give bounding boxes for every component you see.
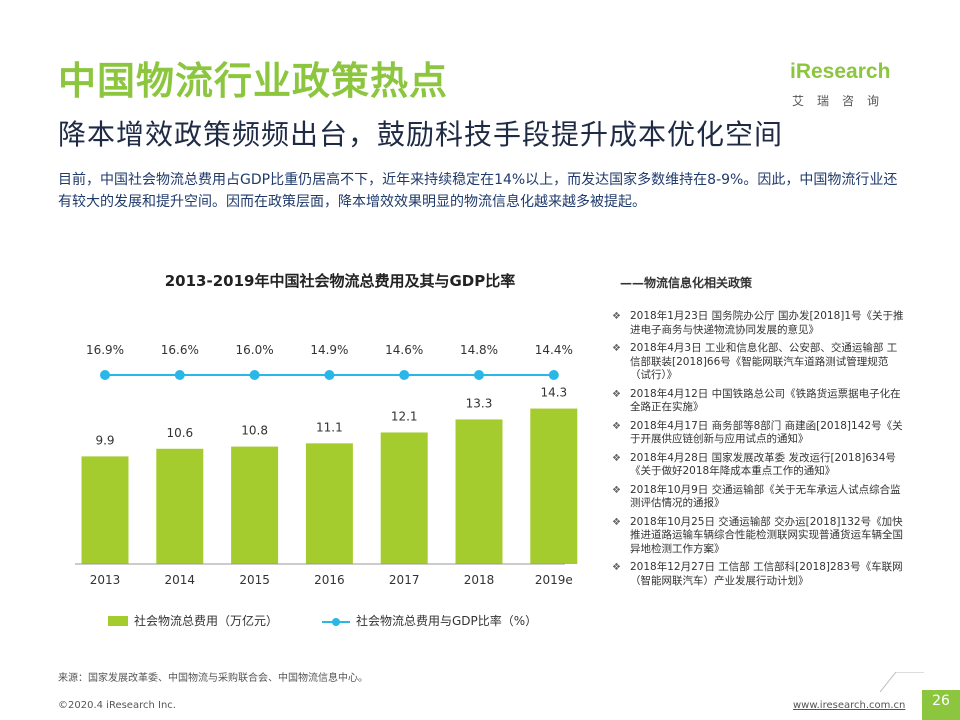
ratio-point — [100, 370, 110, 380]
diamond-bullet-icon: ❖ — [612, 452, 621, 464]
diamond-bullet-icon: ❖ — [612, 516, 621, 528]
bar-value-label: 10.6 — [166, 426, 193, 440]
cost-bar — [455, 419, 503, 564]
ratio-value-label: 16.6% — [161, 343, 199, 357]
corner-decoration — [880, 672, 924, 692]
diamond-bullet-icon: ❖ — [612, 311, 621, 322]
x-tick-label: 2016 — [314, 573, 345, 587]
diamond-bullet-icon: ❖ — [612, 388, 621, 400]
ratio-point — [324, 370, 335, 380]
cost-bar — [380, 432, 428, 564]
source-note: 来源：国家发展改革委、中国物流与采购联合会、中国物流信息中心。 — [58, 673, 368, 684]
diamond-bullet-icon: ❖ — [612, 343, 621, 354]
policy-text: 2018年4月28日 国家发展改革委 发改运行[2018]634号《关于做好20… — [630, 451, 896, 478]
ratio-value-label: 14.8% — [460, 343, 498, 357]
legend-label-line: 社会物流总费用与GDP比率（%） — [356, 613, 537, 628]
ratio-value-label: 16.9% — [86, 343, 124, 357]
cost-bar — [231, 446, 279, 564]
ratio-point — [474, 370, 484, 380]
policy-item: ❖ 2018年4月3日 工业和信息化部、公安部、交通运输部 工信部联装[2018]… — [612, 342, 904, 383]
page-number: 26 — [932, 693, 950, 709]
bar-value-label: 13.3 — [466, 396, 493, 410]
policy-text: 2018年10月25日 交通运输部 交办运[2018]132号《加快推进道路运输… — [630, 515, 903, 555]
website-link[interactable]: www.iresearch.com.cn — [793, 700, 906, 711]
policy-item: ❖ 2018年10月25日 交通运输部 交办运[2018]132号《加快推进道路运… — [612, 516, 904, 557]
ratio-point — [548, 370, 559, 380]
ratio-point — [399, 370, 410, 380]
logo-text: iResearch — [790, 60, 891, 83]
bar-value-label: 10.8 — [241, 424, 268, 438]
legend-label-bar: 社会物流总费用（万亿元） — [134, 613, 278, 628]
iresearch-logo: iResearch 艾瑞咨询 — [790, 48, 920, 114]
bar-value-label: 9.9 — [95, 433, 114, 447]
ratio-point — [174, 370, 185, 380]
ratio-point — [249, 370, 260, 380]
ratio-value-label: 14.6% — [385, 343, 423, 357]
policy-text: 2018年4月12日 中国铁路总公司《铁路货运票据电子化在全路正在实施》 — [630, 387, 901, 414]
x-tick-label: 2013 — [90, 573, 121, 587]
diamond-bullet-icon: ❖ — [612, 484, 621, 496]
logo-cn-text: 艾瑞咨询 — [792, 94, 893, 108]
cost-bar — [305, 443, 353, 564]
x-tick-label: 2015 — [239, 573, 270, 587]
policy-heading: ——物流信息化相关政策 — [620, 276, 753, 290]
x-tick-label: 2019e — [535, 573, 573, 587]
cost-bar — [81, 456, 129, 564]
policy-item: ❖ 2018年10月9日 交通运输部《关于无车承运人试点综合监测评估情况的通报》 — [612, 484, 904, 511]
cost-ratio-chart: 9.9 16.9% 2013 10.6 16.6% 2014 10.8 16.0% 2015 11… — [75, 343, 578, 628]
legend-swatch-bar — [108, 616, 128, 626]
x-tick-label: 2014 — [165, 573, 196, 587]
bar-value-label: 11.1 — [316, 420, 343, 434]
cost-bar — [530, 408, 578, 564]
policy-text: 2018年4月17日 商务部等8部门 商建函[2018]142号《关于开展供应链… — [630, 419, 903, 446]
page-subtitle: 降本增效政策频频出台，鼓励科技手段提升成本优化空间 — [58, 118, 784, 151]
ratio-value-label: 16.0% — [236, 343, 274, 357]
chart-title: 2013-2019年中国社会物流总费用及其与GDP比率 — [164, 272, 516, 290]
policy-item: ❖ 2018年12月27日 工信部 工信部科[2018]283号《车联网（智能网联… — [612, 561, 904, 588]
copyright: ©2020.4 iResearch Inc. — [58, 700, 176, 711]
ratio-value-label: 14.4% — [535, 343, 573, 357]
policy-text: 2018年1月23日 国务院办公厅 国办发[2018]1号《关于推进电子商务与快… — [630, 310, 904, 336]
policy-item: ❖ 2018年4月17日 商务部等8部门 商建函[2018]142号《关于开展供应… — [612, 420, 904, 447]
policy-text: 2018年12月27日 工信部 工信部科[2018]283号《车联网（智能网联汽… — [630, 561, 903, 587]
policy-item: ❖ 2018年4月12日 中国铁路总公司《铁路货运票据电子化在全路正在实施》 — [612, 388, 904, 415]
intro-paragraph: 目前，中国社会物流总费用占GDP比重仍居高不下，近年来持续稳定在14%以上，而发… — [58, 172, 898, 210]
diamond-bullet-icon: ❖ — [612, 562, 621, 573]
page-title: 中国物流行业政策热点 — [58, 59, 449, 103]
policy-item: ❖ 2018年4月28日 国家发展改革委 发改运行[2018]634号《关于做好2… — [612, 452, 904, 479]
bar-value-label: 14.3 — [540, 386, 567, 400]
x-tick-label: 2018 — [464, 573, 495, 587]
policy-text: 2018年4月3日 工业和信息化部、公安部、交通运输部 工信部联装[2018]6… — [630, 342, 898, 381]
policy-list: ❖ 2018年1月23日 国务院办公厅 国办发[2018]1号《关于推进电子商务与… — [612, 310, 904, 593]
ratio-value-label: 14.9% — [310, 343, 348, 357]
legend-swatch-point — [332, 618, 340, 626]
x-tick-label: 2017 — [389, 573, 420, 587]
page-number-box — [922, 690, 960, 720]
cost-bar — [156, 448, 204, 564]
policy-text: 2018年10月9日 交通运输部《关于无车承运人试点综合监测评估情况的通报》 — [630, 483, 901, 510]
diamond-bullet-icon: ❖ — [612, 420, 621, 432]
bar-value-label: 12.1 — [391, 409, 418, 423]
policy-item: ❖ 2018年1月23日 国务院办公厅 国办发[2018]1号《关于推进电子商务与… — [612, 310, 904, 337]
